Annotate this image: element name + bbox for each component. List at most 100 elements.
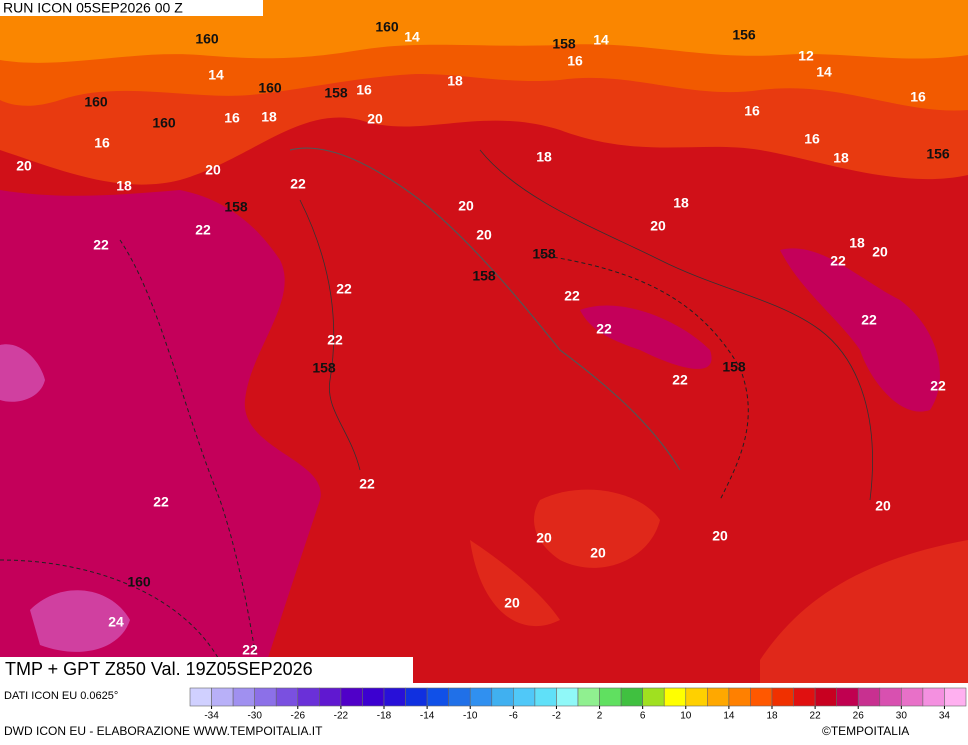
contour-label: 20 — [872, 244, 888, 260]
contour-label: 16 — [94, 135, 110, 151]
zone-22-italy — [580, 305, 712, 369]
contour-label: 160 — [152, 115, 176, 131]
coastline — [299, 199, 361, 471]
contour-label: 16 — [804, 131, 820, 147]
legend-tick-label: 10 — [680, 711, 692, 722]
legend-tick-label: 30 — [896, 711, 908, 722]
contour-label: 18 — [833, 150, 849, 166]
contour-label: 16 — [910, 89, 926, 105]
legend-swatch — [426, 687, 449, 707]
zone-22-west — [0, 190, 321, 683]
contour-label: 18 — [673, 195, 689, 211]
zone-20-sicily — [470, 540, 560, 627]
contour-label: 22 — [564, 288, 580, 304]
isoline — [119, 239, 261, 684]
contour-label: 22 — [672, 372, 688, 388]
contour-label: 18 — [536, 149, 552, 165]
contour-label: 20 — [650, 218, 666, 234]
contour-label: 22 — [930, 378, 946, 394]
legend-swatch — [685, 687, 708, 707]
legend-tick-label: 2 — [597, 711, 603, 722]
contour-label: 22 — [596, 321, 612, 337]
legend-swatch — [211, 687, 234, 707]
contour-label: 158 — [722, 359, 746, 375]
legend-swatch — [319, 687, 342, 707]
credit-label: DWD ICON EU - ELABORAZIONE WWW.TEMPOITAL… — [4, 724, 323, 738]
contour-label: 22 — [93, 237, 109, 253]
contour-label: 12 — [798, 48, 814, 64]
contour-label: 156 — [732, 27, 756, 43]
contour-label: 18 — [849, 235, 865, 251]
contour-label: 22 — [861, 312, 877, 328]
contour-label: 160 — [258, 80, 282, 96]
contour-label: 20 — [504, 595, 520, 611]
run-label: RUN ICON 05SEP2026 00 Z — [3, 0, 183, 16]
contour-label: 20 — [16, 158, 32, 174]
contour-label: 158 — [224, 199, 248, 215]
legend-tick-label: -10 — [463, 711, 478, 722]
legend-swatch — [771, 687, 794, 707]
contour-label: 22 — [153, 494, 169, 510]
legend-tick-label: -6 — [509, 711, 518, 722]
legend-swatch — [534, 687, 557, 707]
legend-tick-label: 34 — [939, 711, 951, 722]
contour-label: 14 — [208, 67, 224, 83]
zone-22-balkan — [780, 248, 940, 412]
legend-swatch — [793, 687, 816, 707]
legend-swatch — [814, 687, 837, 707]
color-legend: -34 -30 -26 -22 -18 -14 -10 -6 -2 2 6 10 14 18 22 26 30 3… — [189, 687, 967, 722]
map-title: TMP + GPT Z850 Val. 19Z05SEP2026 — [5, 659, 313, 679]
legend-swatch — [340, 687, 363, 707]
legend-swatch — [728, 687, 751, 707]
legend-swatch — [513, 687, 536, 707]
legend-swatch — [383, 687, 406, 707]
run-box — [0, 0, 263, 16]
coastline — [479, 149, 873, 501]
contour-label: 158 — [532, 246, 556, 262]
contour-label: 158 — [472, 268, 496, 284]
legend-tick-label: -30 — [247, 711, 262, 722]
contour-label: 18 — [116, 178, 132, 194]
zone-24-west — [0, 344, 45, 402]
legend-swatch — [922, 687, 945, 707]
legend-tick-label: 22 — [810, 711, 822, 722]
contour-label: 156 — [926, 146, 950, 162]
legend-swatch — [232, 687, 255, 707]
contour-label: 22 — [327, 332, 343, 348]
legend-tick-label: -34 — [204, 711, 219, 722]
contour-label: 158 — [324, 85, 348, 101]
contour-label: 16 — [356, 82, 372, 98]
contour-label: 20 — [712, 528, 728, 544]
contour-label: 16 — [744, 103, 760, 119]
legend-swatch — [944, 687, 967, 707]
legend-tick-label: -26 — [291, 711, 306, 722]
contour-label: 22 — [359, 476, 375, 492]
legend-swatch — [750, 687, 773, 707]
contour-label: 14 — [593, 32, 609, 48]
contour-label: 20 — [875, 498, 891, 514]
legend-swatch — [836, 687, 859, 707]
legend-tick-label: 26 — [853, 711, 865, 722]
title-box — [0, 657, 413, 683]
contour-label: 160 — [84, 94, 108, 110]
legend-swatch — [469, 687, 493, 707]
legend-tick-label: -18 — [377, 711, 392, 722]
contour-label: 16 — [567, 53, 583, 69]
legend-swatch — [254, 687, 277, 707]
legend-swatch — [707, 687, 730, 707]
contour-label: 22 — [830, 253, 846, 269]
contour-label: 14 — [404, 29, 420, 45]
zone-24-sw — [30, 590, 130, 652]
contour-label: 20 — [205, 162, 221, 178]
legend-swatch — [642, 687, 665, 707]
legend-swatch — [405, 687, 428, 707]
legend-tick-label: -14 — [420, 711, 435, 722]
isoline — [539, 254, 749, 501]
contour-label: 20 — [536, 530, 552, 546]
legend-tick-label: -2 — [552, 711, 561, 722]
zone-20-south — [534, 489, 660, 568]
contour-label: 158 — [552, 36, 576, 52]
contour-label: 160 — [195, 31, 219, 47]
zone-20-se — [760, 540, 968, 683]
